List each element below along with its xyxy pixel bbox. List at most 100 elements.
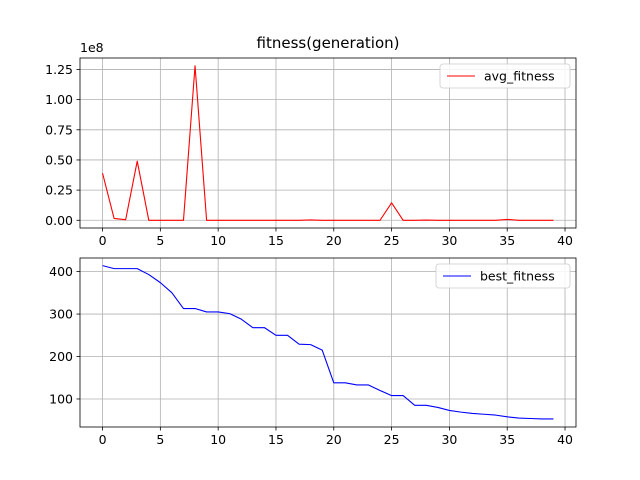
avg-fitness-point <box>460 220 461 221</box>
top-x-tick-label: 20 <box>326 233 342 248</box>
best-fitness-point <box>310 344 311 345</box>
best-fitness-point <box>403 395 404 396</box>
bottom-axes-frame <box>79 257 577 428</box>
top-y-tick-label: 1.25 <box>45 62 73 77</box>
avg-fitness-point <box>218 220 219 221</box>
avg-fitness-point <box>472 220 473 221</box>
top-x-tick-label: 35 <box>499 233 515 248</box>
best-fitness-point <box>264 327 265 328</box>
best-fitness-point <box>206 311 207 312</box>
bottom-x-tick-label: 25 <box>384 432 400 447</box>
best-fitness-line <box>102 265 554 420</box>
best-fitness-point <box>241 319 242 320</box>
best-fitness-point <box>530 418 531 419</box>
best-fitness-point <box>356 384 357 385</box>
avg-fitness-point <box>252 220 253 221</box>
avg-fitness-point <box>530 220 531 221</box>
bottom-x-tick-label: 10 <box>210 432 226 447</box>
top-x-tick-label: 30 <box>441 233 457 248</box>
best-fitness-point <box>183 308 184 309</box>
top-y-tick-label: 0.75 <box>45 122 73 137</box>
avg-fitness-point <box>483 220 484 221</box>
bottom-x-tick-label: 35 <box>499 432 515 447</box>
avg-fitness-point <box>194 65 195 66</box>
top-offset-text: 1e8 <box>80 40 104 55</box>
top-x-tick-label: 10 <box>210 233 226 248</box>
avg-fitness-point <box>368 220 369 221</box>
avg-fitness-point <box>114 218 115 219</box>
best-fitness-point <box>541 418 542 419</box>
best-fitness-point <box>114 268 115 269</box>
avg-fitness-point <box>287 220 288 221</box>
best-fitness-point <box>137 268 138 269</box>
bottom-x-tick-label: 15 <box>268 432 284 447</box>
best-fitness-point <box>345 382 346 383</box>
bottom-y-tick-label: 300 <box>49 307 73 322</box>
legend-label: best_fitness <box>480 269 555 284</box>
best-fitness-point <box>275 335 276 336</box>
best-fitness-panel: 0 5 10 15 20 25 30 35 40 100 200 300 400 best_fitness <box>49 257 577 447</box>
top-y-tick-label: 0.50 <box>45 152 73 167</box>
best-fitness-point <box>160 282 161 283</box>
avg-fitness-point <box>391 202 392 203</box>
bottom-x-tick-label: 0 <box>99 432 107 447</box>
avg-fitness-point <box>507 219 508 220</box>
best-fitness-point <box>229 313 230 314</box>
avg-fitness-point <box>449 220 450 221</box>
avg-fitness-point <box>206 220 207 221</box>
avg-fitness-point <box>241 220 242 221</box>
avg-fitness-point <box>518 220 519 221</box>
best-fitness-point <box>449 410 450 411</box>
best-fitness-point <box>414 405 415 406</box>
avg-fitness-point <box>403 220 404 221</box>
avg-fitness-line <box>102 65 554 221</box>
best-fitness-point <box>194 308 195 309</box>
avg-fitness-point <box>333 220 334 221</box>
avg-fitness-point <box>322 220 323 221</box>
best-fitness-point <box>472 413 473 414</box>
best-fitness-point <box>218 311 219 312</box>
avg-fitness-point <box>298 220 299 221</box>
bottom-x-tick-label: 40 <box>557 432 573 447</box>
best-fitness-point <box>553 418 554 419</box>
top-y-tick-label: 1.00 <box>45 92 73 107</box>
avg-fitness-point <box>356 220 357 221</box>
top-legend: avg_fitness <box>439 63 571 89</box>
bottom-x-tick-label: 30 <box>441 432 457 447</box>
avg-fitness-point <box>229 220 230 221</box>
avg-fitness-point <box>183 220 184 221</box>
avg-fitness-point <box>171 220 172 221</box>
top-x-tick-label: 15 <box>268 233 284 248</box>
avg-fitness-panel: 0 5 10 15 20 25 30 35 40 0.00 0.25 0.50 0.75 1.00 1.25… <box>45 40 577 248</box>
bottom-x-tick-label: 20 <box>326 432 342 447</box>
best-fitness-point <box>368 384 369 385</box>
top-x-tick-label: 25 <box>384 233 400 248</box>
bottom-y-tick-label: 400 <box>49 264 73 279</box>
best-fitness-point <box>252 327 253 328</box>
avg-fitness-point <box>264 220 265 221</box>
best-fitness-point <box>483 414 484 415</box>
legend-label: avg_fitness <box>484 69 555 84</box>
bottom-y-tick-label: 200 <box>49 349 73 364</box>
best-fitness-point <box>171 292 172 293</box>
avg-fitness-point <box>137 161 138 162</box>
best-fitness-point <box>391 395 392 396</box>
avg-fitness-point <box>310 219 311 220</box>
avg-fitness-point <box>414 220 415 221</box>
avg-fitness-point <box>125 219 126 220</box>
chart-title: fitness(generation) <box>257 34 400 52</box>
avg-fitness-point <box>275 220 276 221</box>
avg-fitness-point <box>160 220 161 221</box>
legend-box <box>439 63 571 89</box>
best-fitness-point <box>379 390 380 391</box>
best-fitness-point <box>518 417 519 418</box>
avg-fitness-point <box>379 220 380 221</box>
avg-fitness-point <box>426 219 427 220</box>
legend-box <box>435 263 571 289</box>
avg-fitness-point <box>437 220 438 221</box>
top-x-tick-label: 5 <box>156 233 164 248</box>
bottom-legend: best_fitness <box>435 263 571 289</box>
top-x-tick-label: 40 <box>557 233 573 248</box>
best-fitness-point <box>322 350 323 351</box>
